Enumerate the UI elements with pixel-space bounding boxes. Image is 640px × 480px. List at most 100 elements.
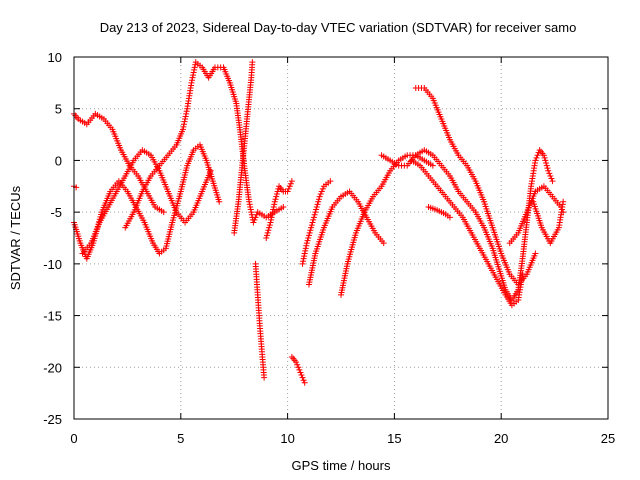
data-point (266, 224, 273, 231)
data-points (71, 59, 567, 386)
data-point (313, 203, 320, 210)
data-point (179, 126, 186, 133)
data-point (317, 191, 324, 198)
y-tick-label: 5 (55, 102, 62, 117)
data-point (318, 188, 325, 195)
data-point (268, 216, 275, 223)
data-point (189, 77, 196, 84)
data-point (269, 211, 276, 218)
grid (74, 57, 608, 419)
chart-title: Day 213 of 2023, Sidereal Day-to-day VTE… (100, 20, 577, 35)
data-point (296, 366, 303, 373)
data-point (316, 193, 323, 200)
data-point (301, 250, 308, 257)
data-point (191, 66, 198, 73)
data-point (261, 374, 268, 381)
x-axis-label: GPS time / hours (292, 458, 391, 473)
data-point (302, 245, 309, 252)
data-point (298, 372, 305, 379)
data-point (299, 260, 306, 267)
data-point (548, 175, 555, 182)
data-point (247, 203, 254, 210)
data-point (534, 152, 541, 159)
y-tick-label: 0 (55, 153, 62, 168)
data-point (314, 201, 321, 208)
data-point (190, 72, 197, 79)
data-point (273, 191, 280, 198)
data-point (306, 229, 313, 236)
data-point (293, 359, 300, 366)
data-point (311, 211, 318, 218)
data-point (544, 165, 551, 172)
data-point (284, 188, 291, 195)
data-point (246, 201, 253, 208)
x-tick-label: 0 (70, 431, 77, 446)
data-point (315, 198, 322, 205)
data-point (297, 369, 304, 376)
x-tick-label: 15 (387, 431, 401, 446)
data-point (252, 214, 259, 221)
data-point (183, 110, 190, 117)
data-point (253, 211, 260, 218)
axis-ticks: 0 5 10 15 20 25 -25 -20 -15 -10 -5 0 5 10 (43, 50, 615, 446)
data-point (181, 121, 188, 128)
data-point (182, 116, 189, 123)
data-point (247, 206, 254, 213)
data-point (540, 152, 547, 159)
data-point (249, 59, 256, 66)
data-point (315, 196, 322, 203)
data-point (270, 203, 277, 210)
data-point (380, 240, 387, 247)
data-point (271, 198, 278, 205)
data-point (543, 160, 550, 167)
x-tick-label: 25 (601, 431, 615, 446)
data-point (183, 108, 190, 115)
y-tick-label: -15 (43, 309, 62, 324)
data-point (300, 377, 307, 384)
data-point (264, 229, 271, 236)
data-point (207, 167, 214, 174)
data-point (310, 216, 317, 223)
data-point (542, 157, 549, 164)
y-tick-label: 10 (48, 50, 62, 65)
data-point (286, 183, 293, 190)
data-point (181, 118, 188, 125)
data-point (305, 235, 312, 241)
data-point (160, 209, 167, 216)
data-point (288, 178, 295, 185)
data-point (273, 193, 280, 200)
data-point (547, 172, 554, 179)
x-tick-label: 10 (280, 431, 294, 446)
data-point (429, 162, 436, 169)
data-point (327, 178, 334, 185)
data-point (280, 203, 287, 210)
data-point (303, 242, 310, 249)
x-tick-label: 20 (494, 431, 508, 446)
x-tick-label: 5 (177, 431, 184, 446)
data-point (190, 69, 197, 76)
data-point (192, 61, 199, 68)
data-point (285, 185, 292, 192)
data-point (312, 209, 319, 216)
data-point (541, 154, 548, 161)
data-point (301, 379, 308, 386)
data-point (251, 216, 258, 223)
data-point (545, 167, 552, 174)
data-point (300, 255, 307, 262)
data-point (532, 250, 539, 257)
data-point (246, 198, 253, 205)
data-point (307, 227, 314, 234)
data-point (188, 79, 195, 86)
data-point (216, 198, 223, 205)
data-point (271, 201, 278, 208)
data-point (182, 113, 189, 120)
data-point (268, 214, 275, 221)
data-point (263, 232, 270, 239)
data-point (189, 74, 196, 81)
data-point (294, 361, 301, 368)
plot-area-border (73, 56, 609, 420)
data-point (446, 214, 453, 221)
data-point (319, 185, 326, 192)
data-point (533, 154, 540, 161)
